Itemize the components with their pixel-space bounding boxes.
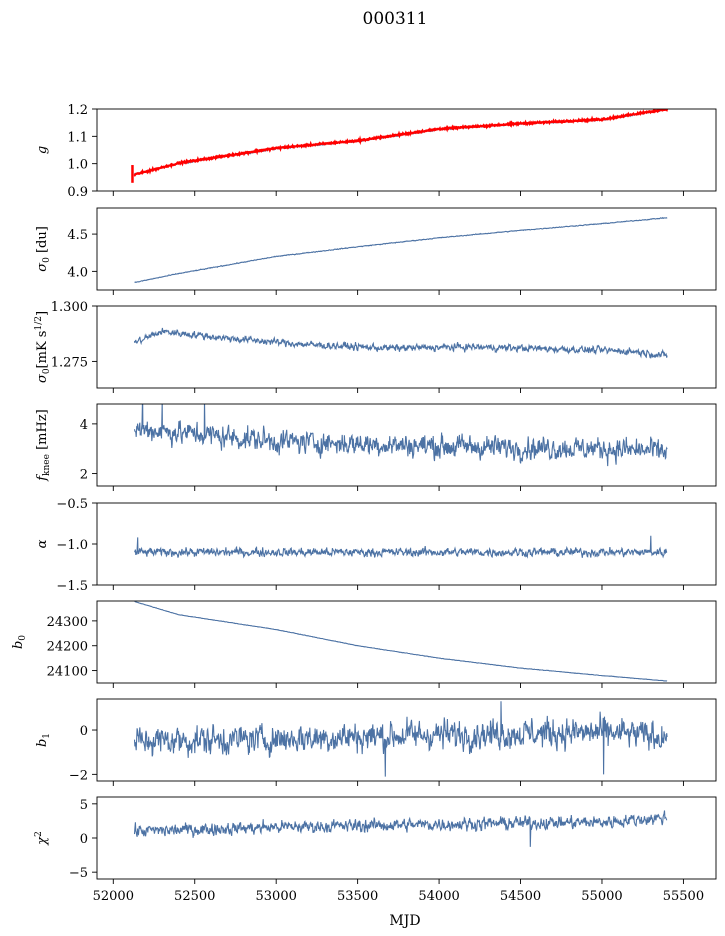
y-tick-label: 4.0 <box>67 265 88 280</box>
y-tick-label: 24100 <box>47 665 88 680</box>
y-tick-label: −1.5 <box>56 579 88 594</box>
y-tick-label: 0 <box>80 724 88 739</box>
x-tick-label: 52000 <box>93 889 134 904</box>
x-tick-label: 54000 <box>418 889 459 904</box>
y-axis-label: σ0[mK s1/2] <box>34 311 52 383</box>
y-tick-label: 0 <box>80 832 88 847</box>
y-axis-label: g <box>35 146 50 154</box>
y-axis-label: b1 <box>35 733 52 747</box>
series-line-b_0 <box>134 601 668 682</box>
panel-frame <box>96 305 717 389</box>
y-tick-label: −1.0 <box>56 538 88 553</box>
y-axis-label: χ2 <box>34 831 50 846</box>
panel-g: 0.9 1.0 1.1 1.2 g <box>35 103 717 200</box>
overlay-line-model <box>133 109 669 178</box>
panel-fknee: 2 4 fknee [mHz] <box>35 403 717 491</box>
panel-chi2: −5 0 5 52000 52500 53000 53500 54000 54500 55000 5… <box>34 796 717 904</box>
x-tick-label: 53500 <box>337 889 378 904</box>
x-axis-label: MJD <box>389 913 420 929</box>
y-tick-label: 1.275 <box>51 355 88 370</box>
y-tick-label: −5 <box>69 866 88 881</box>
y-tick-label: 4 <box>80 418 88 433</box>
panel-b1: −2 0 b1 <box>35 698 717 786</box>
x-tick-label: 52500 <box>174 889 215 904</box>
panel-frame <box>96 108 717 192</box>
y-tick-label: 1.1 <box>67 130 88 145</box>
series-line-chi^2 <box>133 810 668 847</box>
x-tick-label: 53000 <box>256 889 297 904</box>
y-tick-label: 1.300 <box>51 300 88 315</box>
panel-b0: 24100 24200 24300 b0 <box>11 600 717 688</box>
panel-frame <box>96 600 717 684</box>
y-tick-label: 1.0 <box>67 158 88 173</box>
series-line-alpha <box>134 535 668 559</box>
y-tick-label: 24300 <box>47 615 88 630</box>
panel-frame <box>96 207 717 291</box>
x-tick-label: 55500 <box>663 889 704 904</box>
y-axis-label: α <box>35 539 50 548</box>
y-tick-label: 4.5 <box>67 228 88 243</box>
series-line-f_knee <box>133 404 668 467</box>
y-tick-label: 5 <box>80 798 88 813</box>
x-tick-label: 55000 <box>581 889 622 904</box>
y-tick-label: −0.5 <box>56 497 88 512</box>
y-tick-label: −2 <box>69 768 88 783</box>
series-line-sigma_0 (mK) <box>133 327 668 359</box>
y-axis-label: fknee [mHz] <box>35 409 52 482</box>
y-tick-label: 1.2 <box>67 103 88 118</box>
panel-sigma0_du: 4.0 4.5 σ0 [du] <box>35 207 717 295</box>
series-line-b_1 <box>133 701 668 777</box>
panel-frame <box>96 698 717 782</box>
y-tick-label: 24200 <box>47 640 88 655</box>
y-axis-label: b0 <box>11 635 28 649</box>
x-tick-label: 54500 <box>500 889 541 904</box>
panel-alpha: −1.5 −1.0 −0.5 α <box>35 497 717 594</box>
series-line-sigma_0 <box>134 216 668 284</box>
y-tick-label: 0.9 <box>67 185 88 200</box>
y-tick-label: 2 <box>80 468 88 483</box>
panel-frame <box>96 796 717 880</box>
panel-frame <box>96 403 717 487</box>
panel-frame <box>96 502 717 586</box>
figure-title: 000311 <box>363 9 428 29</box>
panels-group: 0.9 1.0 1.1 1.2 g 4.0 4.5 σ0 [du] 1.275 1.300σ0[m… <box>11 103 717 904</box>
y-axis-label: σ0 [du] <box>35 226 52 272</box>
